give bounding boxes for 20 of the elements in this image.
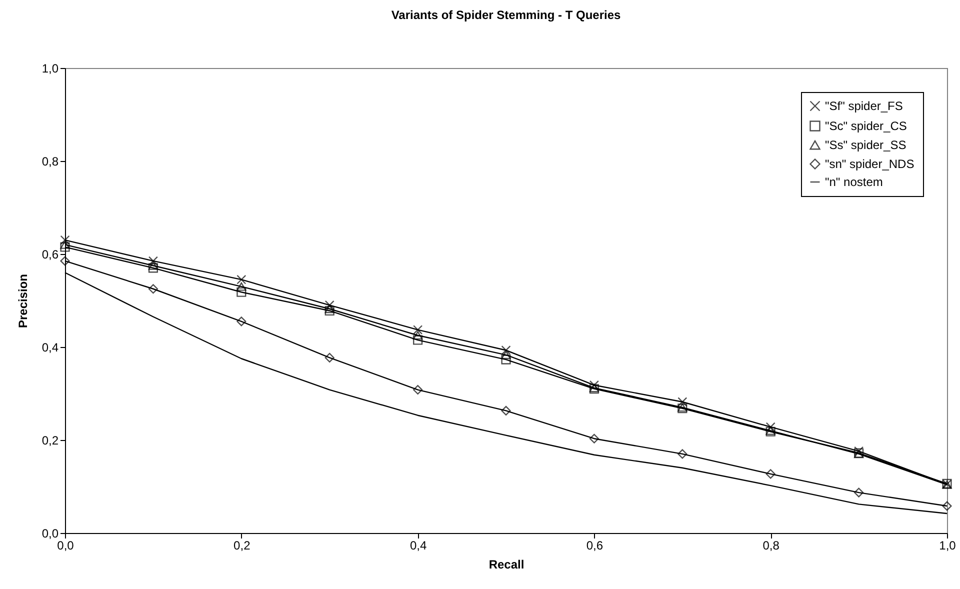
x-tick-label: 0,2 [234, 538, 251, 552]
chart-title: Variants of Spider Stemming - T Queries [391, 8, 622, 22]
y-tick-label: 0,2 [42, 434, 59, 448]
y-tick-label: 0,0 [42, 526, 59, 540]
x-tick-label: 0,8 [762, 538, 780, 552]
legend-label: "sn" spider_NDS [825, 157, 914, 171]
legend-label: "Ss" spider_SS [825, 138, 906, 152]
legend-label: "n" nostem [825, 175, 883, 189]
x-tick-label: 0,6 [586, 538, 604, 552]
x-tick-label: 0,4 [410, 538, 427, 552]
x-tick-label: 1,0 [939, 538, 956, 552]
y-tick-label: 0,8 [42, 154, 59, 168]
legend-label: "Sf" spider_FS [825, 99, 903, 113]
y-axis-title: Precision [16, 274, 30, 328]
x-tick-label: 0,0 [57, 538, 74, 552]
x-axis-title: Recall [488, 558, 524, 572]
y-tick-label: 0,4 [42, 340, 59, 354]
y-tick-label: 0,6 [42, 248, 59, 262]
legend-label: "Sc" spider_CS [825, 119, 907, 133]
y-tick-label: 1,0 [42, 62, 59, 76]
